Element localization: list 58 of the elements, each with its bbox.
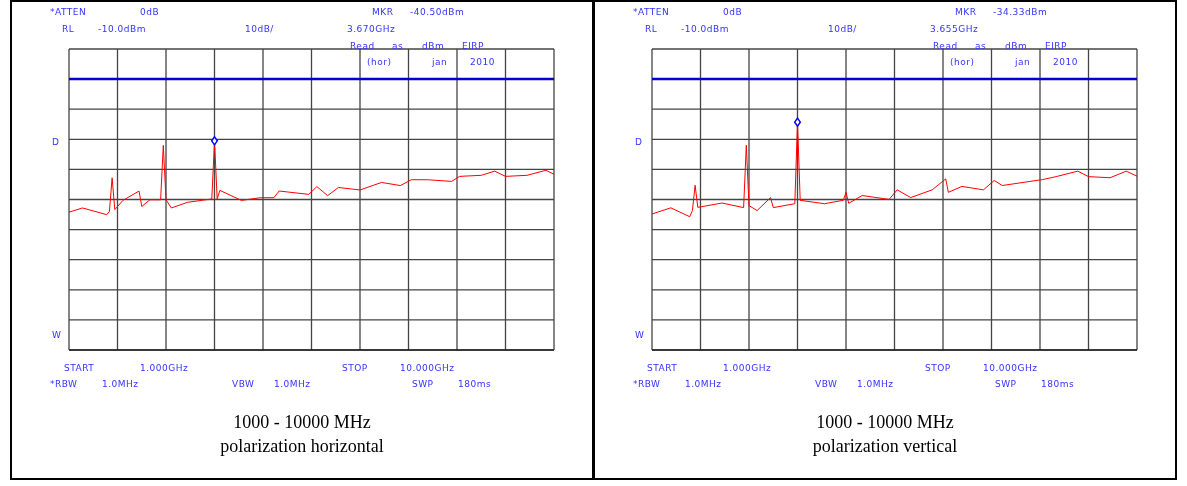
text: EIRP — [1045, 40, 1068, 51]
text: 10dB/ — [828, 23, 858, 34]
text: 0dB — [723, 6, 743, 17]
text: 10.000GHz — [400, 362, 455, 373]
text: 1000 - 10000 MHz — [233, 412, 371, 433]
text: MKR — [372, 6, 394, 17]
text: D — [635, 136, 643, 147]
text: 180ms — [458, 378, 492, 389]
text: 1.0MHz — [685, 378, 722, 389]
text: 1.0MHz — [102, 378, 139, 389]
text: *ATTEN — [50, 6, 87, 17]
text: D — [52, 136, 60, 147]
text: VBW — [232, 378, 255, 389]
text: -10.0dBm — [98, 23, 146, 34]
text: 180ms — [1041, 378, 1075, 389]
text: 2010 — [1053, 56, 1078, 67]
text: STOP — [925, 362, 951, 373]
text: 1000 - 10000 MHz — [816, 412, 954, 433]
text: as — [975, 40, 987, 51]
text: RL — [645, 23, 658, 34]
text: *RBW — [633, 378, 661, 389]
text: 1.000GHz — [140, 362, 189, 373]
text: polarization horizontal — [220, 436, 384, 457]
text: RL — [62, 23, 75, 34]
text: EIRP — [462, 40, 485, 51]
text: polarization vertical — [812, 436, 958, 457]
text: 10.000GHz — [983, 362, 1038, 373]
text: STOP — [342, 362, 368, 373]
text: *RBW — [50, 378, 78, 389]
text: 1.000GHz — [723, 362, 772, 373]
text: 1.0MHz — [274, 378, 311, 389]
text: START — [64, 362, 95, 373]
text: 3.670GHz — [347, 23, 396, 34]
text: jan — [1014, 56, 1031, 67]
text: 10dB/ — [245, 23, 275, 34]
text: START — [647, 362, 678, 373]
text: W — [635, 329, 645, 340]
text: 1.0MHz — [857, 378, 894, 389]
text: as — [392, 40, 404, 51]
text: jan — [431, 56, 448, 67]
text: W — [52, 329, 62, 340]
text: SWP — [412, 378, 434, 389]
text: VBW — [815, 378, 838, 389]
text: SWP — [995, 378, 1017, 389]
text: dBm — [422, 40, 445, 51]
text: Read — [350, 40, 375, 51]
text: -10.0dBm — [681, 23, 729, 34]
text: *ATTEN — [633, 6, 670, 17]
text: -40.50dBm — [410, 6, 465, 17]
text: Read — [933, 40, 958, 51]
text: -34.33dBm — [993, 6, 1048, 17]
text: 0dB — [140, 6, 160, 17]
text: (hor) — [367, 56, 392, 67]
text: 2010 — [470, 56, 495, 67]
text: (hor) — [950, 56, 975, 67]
text: MKR — [955, 6, 977, 17]
text: 3.655GHz — [930, 23, 979, 34]
text: dBm — [1005, 40, 1028, 51]
